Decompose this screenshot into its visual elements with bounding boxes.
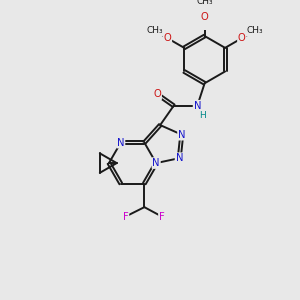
Text: N: N [176, 153, 183, 163]
Text: O: O [238, 33, 246, 43]
Text: F: F [159, 212, 165, 221]
Text: O: O [201, 12, 208, 22]
Text: O: O [153, 89, 161, 99]
Text: N: N [194, 101, 201, 111]
Text: F: F [123, 212, 128, 221]
Text: CH₃: CH₃ [196, 0, 213, 6]
Text: CH₃: CH₃ [146, 26, 163, 35]
Text: CH₃: CH₃ [246, 26, 263, 35]
Text: O: O [164, 33, 171, 43]
Text: N: N [152, 158, 160, 168]
Text: N: N [178, 130, 185, 140]
Text: N: N [117, 138, 124, 148]
Text: H: H [199, 110, 206, 119]
